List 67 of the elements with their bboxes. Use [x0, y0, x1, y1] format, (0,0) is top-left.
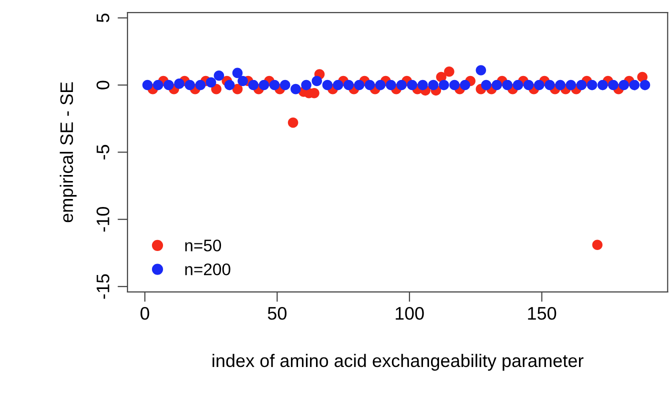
x-tick-label: 150 [528, 306, 556, 320]
point [476, 65, 486, 76]
point [576, 80, 587, 90]
point [460, 80, 470, 90]
point [238, 76, 248, 86]
point [481, 80, 492, 90]
point [232, 84, 243, 94]
point [195, 80, 206, 90]
point [406, 80, 418, 90]
point [301, 80, 312, 90]
point [288, 118, 298, 128]
point [184, 80, 195, 90]
point [354, 80, 364, 90]
point [174, 78, 184, 89]
point [523, 80, 534, 90]
y-tick-label: -5 [96, 144, 110, 160]
point [386, 80, 396, 90]
point [438, 80, 450, 90]
point [396, 80, 407, 90]
point [592, 240, 603, 250]
point [544, 80, 555, 90]
point [206, 77, 216, 88]
point [211, 84, 222, 94]
point [269, 80, 280, 90]
point [280, 80, 290, 90]
y-tick-label: -10 [96, 207, 110, 232]
point [598, 80, 608, 90]
point [586, 80, 598, 90]
point [232, 68, 243, 78]
y-tick-label: -15 [96, 274, 110, 299]
legend-label: n=50 [185, 240, 222, 252]
point [375, 80, 386, 90]
point [418, 80, 428, 90]
point [444, 66, 454, 77]
x-axis-title: index of amino acid exchangeability parameter [212, 354, 584, 371]
y-axis-title: empirical SE - SE [60, 82, 77, 222]
point [629, 80, 640, 90]
point [512, 80, 524, 90]
y-tick-label: 0 [96, 80, 110, 90]
point [332, 80, 344, 90]
point [364, 80, 375, 90]
point [618, 80, 629, 90]
point [214, 70, 224, 81]
point [608, 80, 618, 90]
point [164, 80, 174, 90]
point [224, 80, 235, 90]
point [258, 80, 270, 90]
point [312, 76, 322, 86]
x-tick-label: 0 [140, 306, 150, 320]
point [152, 80, 164, 90]
legend-label: n=200 [185, 263, 230, 276]
x-tick-label: 50 [268, 306, 286, 320]
point [502, 80, 513, 90]
point [428, 80, 438, 90]
point [449, 80, 460, 90]
point [142, 80, 153, 90]
x-tick-label: 100 [396, 306, 424, 320]
point [566, 80, 576, 90]
point [640, 80, 650, 90]
point [248, 80, 258, 90]
point [343, 80, 354, 90]
point [322, 80, 333, 90]
point [492, 80, 502, 90]
point [534, 80, 544, 90]
point [555, 80, 566, 90]
y-tick-label: 5 [96, 14, 110, 22]
point [290, 84, 301, 94]
